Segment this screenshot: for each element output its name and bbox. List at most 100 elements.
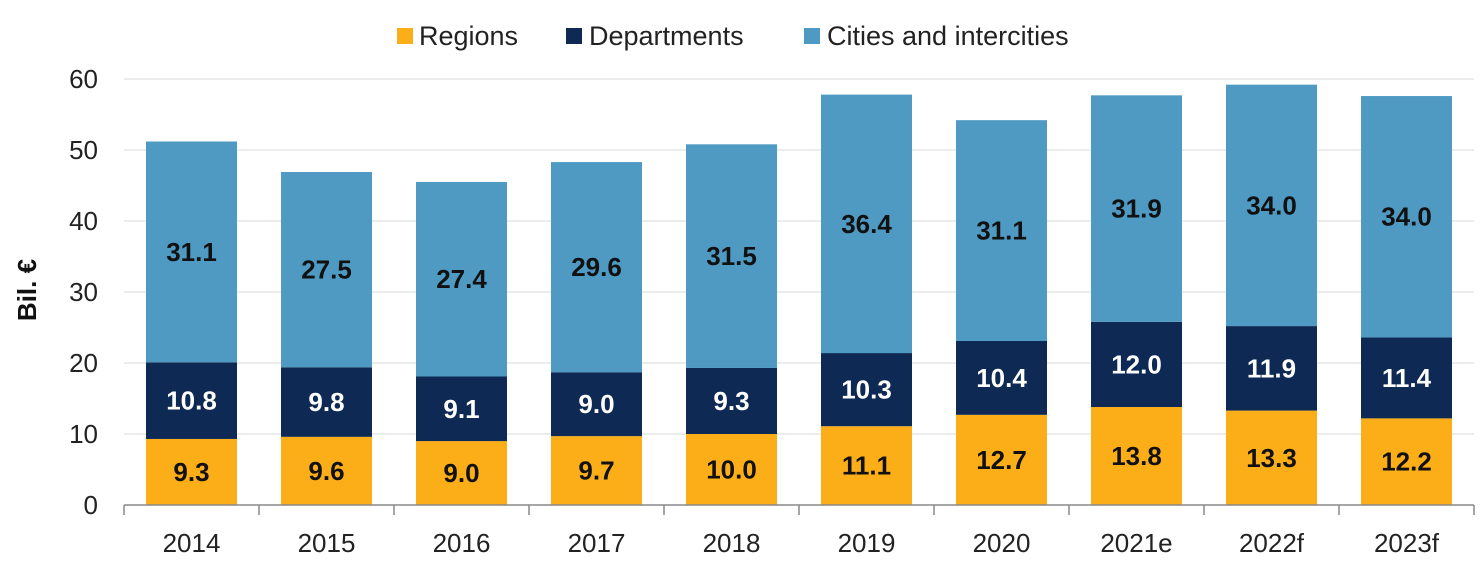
bar-segment [146,141,237,363]
legend-label: Regions [419,21,518,51]
bar-segment [146,362,237,439]
data-label: 11.4 [1382,363,1432,393]
bar-segment [416,441,507,505]
data-label: 11.1 [842,451,891,481]
bar-segment [821,94,912,354]
data-label: 29.6 [571,252,622,282]
x-tick-label: 2018 [703,528,761,558]
bar-segment [1226,326,1317,411]
bar-segment [1091,407,1182,505]
bar-segment [146,438,237,505]
data-label: 10.0 [706,455,757,485]
bar-segment [551,162,642,373]
y-tick-label: 40 [69,206,98,236]
bar-segment [1091,95,1182,322]
x-tick-label: 2019 [838,528,896,558]
legend-item: Regions [397,21,518,51]
data-label: 27.5 [301,255,352,285]
bar-stack-2015: 9.6 9.8 27.5 [281,172,372,505]
data-label: 12.7 [976,445,1027,475]
bar-stack-2014: 9.3 10.8 31.1 [146,141,237,505]
bar-segment [1226,84,1317,327]
data-label: 12.0 [1111,349,1162,379]
data-label: 36.4 [841,209,892,239]
y-tick-label: 10 [69,419,98,449]
bar-segment [821,426,912,505]
bar-stack-2023f: 12.2 11.4 34.0 [1361,96,1452,505]
bar-segment [1361,337,1452,419]
x-tick-label: 2015 [298,528,356,558]
bar-segment [956,414,1047,505]
data-label: 10.3 [841,375,892,405]
data-label: 34.0 [1381,202,1432,232]
bar-segment [821,353,912,427]
bar-segment [686,367,777,434]
bar-segment [416,376,507,442]
bar-stack-2021e: 13.8 12.0 31.9 [1091,95,1182,505]
bar-stack-2019: 11.1 10.3 36.4 [821,94,912,505]
bar-segment [1361,418,1452,505]
bar-segment [1091,321,1182,408]
data-label: 9.3 [713,386,749,416]
y-tick-label: 50 [69,135,98,165]
bar-segment [551,372,642,437]
data-label: 9.7 [578,456,614,486]
x-tick-label: 2016 [433,528,491,558]
bar-stack-2017: 9.7 9.0 29.6 [551,162,642,505]
bar-segment [281,436,372,505]
y-tick-label: 0 [84,490,98,520]
legend-swatch [397,28,413,44]
legend-label: Cities and intercities [827,21,1069,51]
data-label: 9.8 [308,387,344,417]
x-tick-label: 2020 [973,528,1031,558]
data-label: 12.2 [1381,447,1432,477]
data-label: 10.8 [166,386,217,416]
data-label: 27.4 [436,264,487,294]
bar-segment [956,340,1047,415]
data-label: 10.4 [976,363,1027,393]
bar-segment [1361,96,1452,338]
x-tick-label: 2023f [1374,528,1440,558]
bar-stack-2016: 9.0 9.1 27.4 [416,181,507,505]
y-tick-label: 30 [69,277,98,307]
x-tick-label: 2014 [163,528,221,558]
bars: 9.3 10.8 31.1 9.6 9.8 27.5 9.0 9.1 27.4 9.7 9.0 29.… [146,84,1452,505]
bar-segment [281,172,372,368]
data-label: 13.3 [1246,443,1297,473]
data-label: 13.8 [1111,441,1162,471]
data-label: 31.5 [706,241,757,271]
bar-segment [1226,410,1317,505]
x-axis: 2014 2015 2016 2017 2018 2019 2020 2021e 2022f 20… [123,504,1475,558]
y-axis-ticks: 0 10 20 30 40 50 60 [69,64,98,520]
bar-segment [416,181,507,377]
y-tick-label: 60 [69,64,98,94]
legend-swatch [804,28,820,44]
legend: Regions Departments Cities and intercities [397,21,1069,51]
legend-label: Departments [589,21,744,51]
data-label: 9.6 [308,456,344,486]
bar-stack-2018: 10.0 9.3 31.5 [686,144,777,505]
legend-swatch [566,28,582,44]
data-label: 9.3 [173,457,209,487]
legend-item: Departments [566,21,744,51]
x-tick-label: 2017 [568,528,626,558]
x-tick-label: 2022f [1239,528,1305,558]
data-label: 9.1 [443,394,479,424]
bar-stack-2022f: 13.3 11.9 34.0 [1226,84,1317,505]
data-label: 31.9 [1111,194,1162,224]
bar-segment [551,436,642,505]
y-axis-title: Bil. € [12,259,42,321]
x-tick-label: 2021e [1100,528,1172,558]
bar-stack-2020: 12.7 10.4 31.1 [956,120,1047,505]
data-label: 31.1 [166,237,217,267]
data-label: 31.1 [976,216,1027,246]
y-tick-label: 20 [69,348,98,378]
data-label: 9.0 [578,389,614,419]
bar-segment [686,144,777,368]
data-label: 11.9 [1247,353,1296,383]
legend-item: Cities and intercities [804,21,1069,51]
data-label: 34.0 [1246,190,1297,220]
bar-segment [956,120,1047,341]
data-label: 9.0 [443,458,479,488]
